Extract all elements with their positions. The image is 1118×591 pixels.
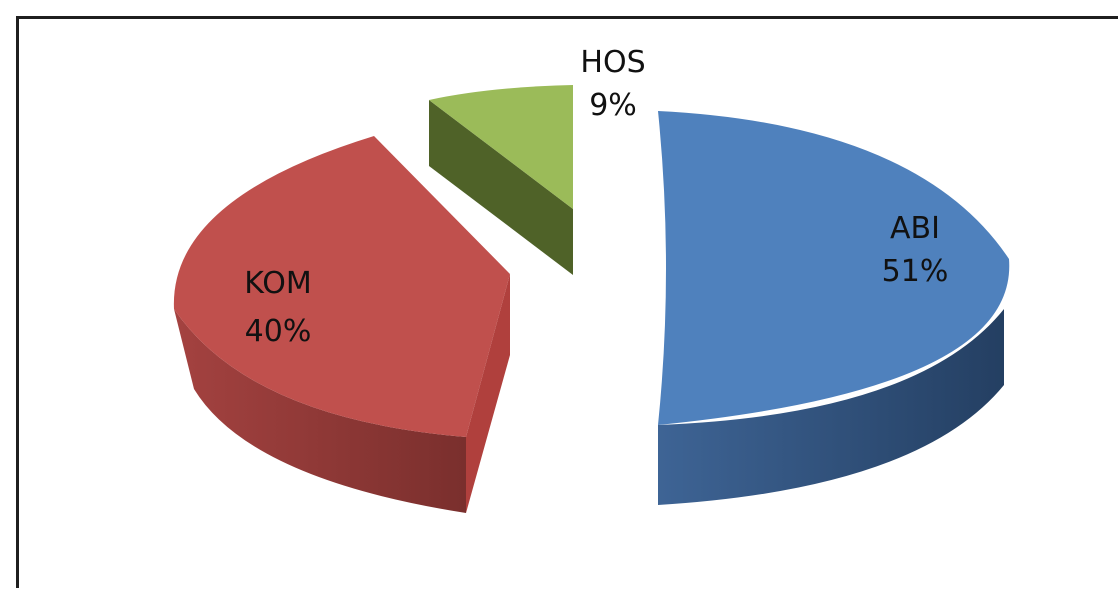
pie-slice-kom [173, 136, 510, 513]
pie-slice-abi-side [658, 309, 1004, 505]
pie-slice-abi-top [658, 111, 1010, 425]
pie-slice-abi [658, 111, 1010, 505]
slice-label-abi: ABI [890, 211, 940, 246]
pie-slice-hos-side [429, 100, 573, 275]
slice-value-abi: 51% [882, 254, 949, 289]
pie-slice-kom-side [174, 309, 466, 513]
pie-slice-kom-top [173, 136, 510, 437]
pie-slice-hos-top [429, 85, 573, 209]
pie-slice-kom-front-cut [466, 274, 510, 513]
pie-chart: ABI 51% KOM 40% HOS 9% [173, 45, 1010, 513]
pie-slice-hos [429, 85, 573, 275]
slice-label-kom: KOM [244, 266, 312, 301]
slice-value-kom: 40% [245, 314, 312, 349]
chart-area: ABI 51% KOM 40% HOS 9% [16, 16, 1118, 588]
slice-label-hos: HOS [580, 45, 645, 80]
slice-value-hos: 9% [589, 88, 637, 123]
